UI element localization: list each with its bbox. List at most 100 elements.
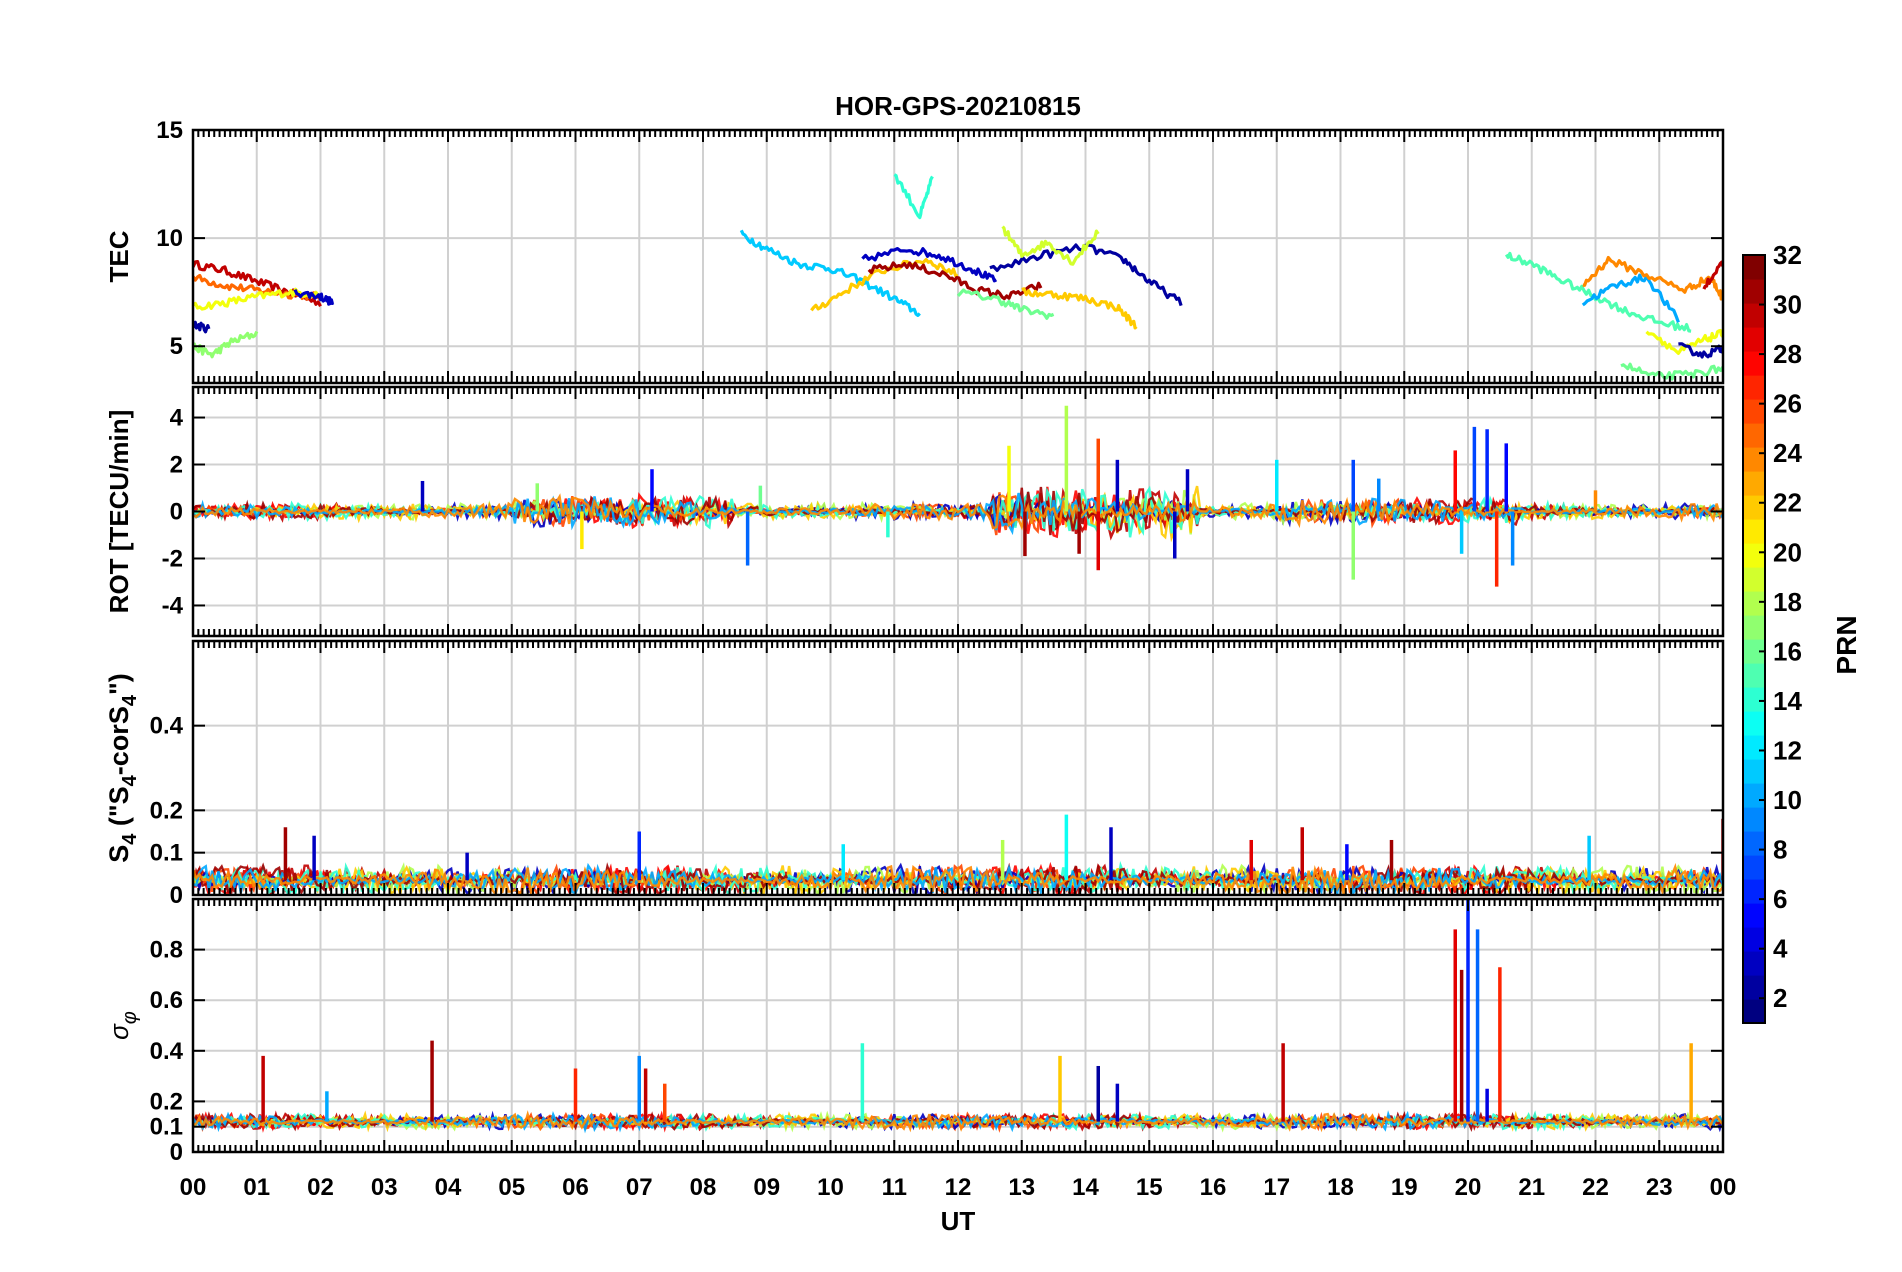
x-tick-label: 16	[1200, 1174, 1227, 1201]
colorbar-band	[1743, 327, 1765, 352]
tec-series-prn-16	[1620, 362, 1723, 381]
sigma-trace-prn-24	[193, 1110, 1723, 1133]
x-tick-label: 00	[1710, 1174, 1737, 1201]
colorbar-tick-label: 24	[1773, 438, 1802, 468]
colorbar-band	[1743, 687, 1765, 712]
x-tick-label: 05	[498, 1174, 525, 1201]
colorbar-band	[1743, 855, 1765, 880]
colorbar-band	[1743, 759, 1765, 784]
x-tick-label: 22	[1582, 1174, 1609, 1201]
colorbar-band	[1743, 903, 1765, 928]
x-tick-label: 17	[1263, 1174, 1290, 1201]
y-tick-label: 0.2	[150, 1088, 183, 1115]
y-tick-label: 0.4	[150, 713, 184, 740]
tec-series-prn-30	[1702, 260, 1723, 290]
panel-rot: -4 -2 0 2 4 ROT [TECU/min]	[104, 385, 1725, 638]
x-tick-label: 23	[1646, 1174, 1673, 1201]
y-tick-label: 15	[156, 117, 183, 144]
x-tick-label: 00	[180, 1174, 207, 1201]
tec-series-prn-24	[1582, 255, 1723, 301]
tec-series-prn-3	[293, 288, 335, 306]
panel-tec-data	[193, 173, 1723, 381]
colorbar-band	[1743, 831, 1765, 856]
x-tick-label: 19	[1391, 1174, 1418, 1201]
x-tick-label: 01	[243, 1174, 270, 1201]
y-tick-label: 10	[156, 225, 183, 252]
colorbar-tick-label: 32	[1773, 240, 1802, 270]
colorbar-tick-label: 16	[1773, 636, 1802, 666]
tec-series-prn-16	[956, 288, 1055, 320]
panel-s4: 0 0.1 0.2 0.4 S4 ("S4-corS4")	[104, 639, 1725, 909]
colorbar-band	[1743, 471, 1765, 496]
colorbar-tick-label: 22	[1773, 488, 1802, 518]
tec-series-prn-2	[193, 320, 211, 334]
rot-trace-prn-24	[193, 493, 1723, 531]
colorbar-tick-label: 20	[1773, 537, 1802, 567]
colorbar-tick-label: 28	[1773, 339, 1802, 369]
x-tick-label: 14	[1072, 1174, 1099, 1201]
y-tick-label: 0.1	[150, 840, 183, 867]
x-tick-label: 15	[1136, 1174, 1163, 1201]
colorbar-frame	[1742, 254, 1766, 1024]
chart-title: HOR-GPS-20210815	[835, 91, 1081, 121]
tec-series-prn-14	[893, 173, 934, 220]
x-tick-label: 13	[1008, 1174, 1035, 1201]
y-tick-label: 0	[170, 882, 183, 909]
x-tick-label: 06	[562, 1174, 589, 1201]
colorbar-band	[1743, 999, 1765, 1024]
colorbar-tick-label: 30	[1773, 290, 1802, 320]
tec-series-prn-2	[989, 243, 1183, 307]
tec-series-prn-22	[810, 258, 959, 312]
colorbar-band	[1743, 615, 1765, 640]
colorbar-band	[1743, 951, 1765, 976]
x-tick-label: 12	[945, 1174, 972, 1201]
x-tick-label: 20	[1455, 1174, 1482, 1201]
tec-series-prn-17	[193, 330, 259, 359]
y-axis-label-rot: ROT [TECU/min]	[104, 410, 134, 614]
tec-series-prn-10	[1581, 273, 1680, 323]
y-tick-label: 0.4	[150, 1038, 184, 1065]
colorbar-band	[1743, 639, 1765, 664]
colorbar-band	[1743, 807, 1765, 832]
colorbar-band	[1743, 447, 1765, 472]
y-tick-label: -4	[162, 592, 184, 619]
colorbar-band	[1743, 879, 1765, 904]
colorbar-band	[1743, 303, 1765, 328]
colorbar-band	[1743, 591, 1765, 616]
x-tick-label: 11	[882, 1174, 907, 1201]
tec-series-prn-20	[193, 287, 322, 311]
colorbar-label: PRN	[1831, 615, 1862, 674]
colorbar-band	[1743, 783, 1765, 808]
tec-series-prn-20	[1645, 328, 1723, 355]
tec-series-prn-2	[1678, 342, 1723, 359]
y-tick-label: -2	[162, 545, 183, 572]
x-tick-label: 10	[817, 1174, 844, 1201]
y-tick-label: 0.1	[150, 1114, 183, 1141]
x-tick-label: 07	[626, 1174, 653, 1201]
colorbar-band	[1743, 375, 1765, 400]
tec-series-prn-31	[867, 261, 1043, 301]
colorbar-band	[1743, 711, 1765, 736]
tec-series-prn-22	[1021, 287, 1138, 330]
y-tick-label: 4	[170, 405, 184, 432]
panel-sigma: 00.10.2 0.4 0.6 0.8 σφ	[104, 897, 1725, 1166]
colorbar-band	[1743, 975, 1765, 1000]
y-tick-label: 2	[170, 452, 183, 479]
y-axis-label-s4: S4 ("S4-corS4")	[104, 673, 141, 863]
colorbar-band	[1743, 543, 1765, 568]
y-tick-label: 0.8	[150, 937, 183, 964]
x-tick-label: 08	[690, 1174, 717, 1201]
colorbar-band	[1743, 423, 1765, 448]
colorbar-band	[1743, 927, 1765, 952]
panel-sigma-data	[193, 899, 1723, 1134]
x-tick-label: 02	[307, 1174, 334, 1201]
colorbar-band	[1743, 567, 1765, 592]
x-tick-label: 04	[435, 1174, 462, 1201]
colorbar-tick-label: 12	[1773, 735, 1802, 765]
x-tick-label: 03	[371, 1174, 398, 1201]
tec-series-prn-11	[739, 229, 921, 317]
colorbar-band	[1743, 279, 1765, 304]
colorbar-tick-label: 14	[1773, 686, 1802, 716]
colorbar-tick-label: 10	[1773, 785, 1802, 815]
